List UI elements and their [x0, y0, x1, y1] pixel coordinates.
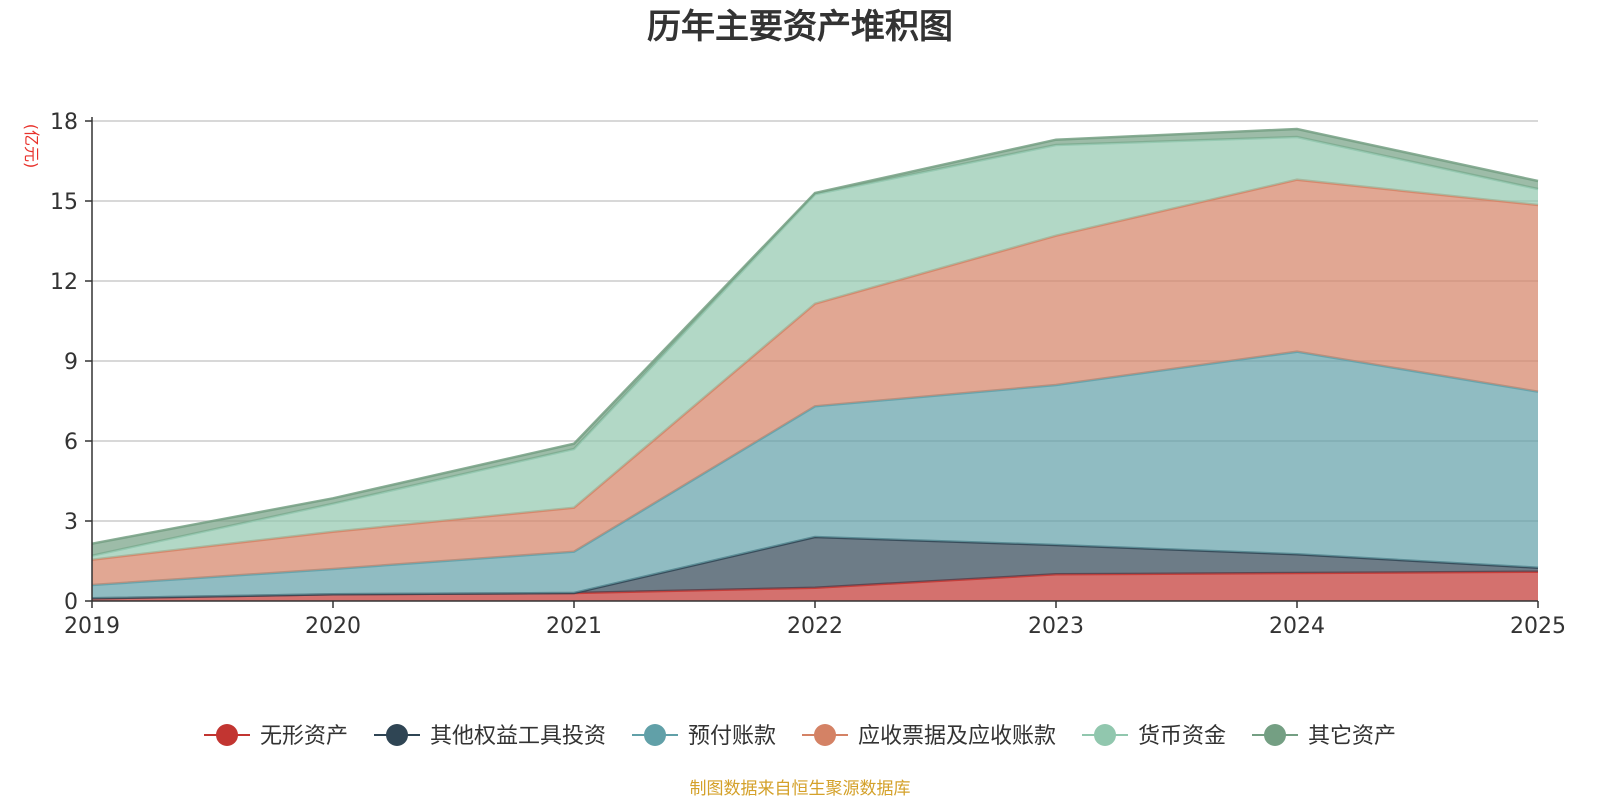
legend-item[interactable]: 预付账款: [632, 724, 776, 749]
legend-item[interactable]: 无形资产: [204, 724, 348, 749]
y-tick-label: 3: [64, 510, 78, 535]
x-tick-label: 2025: [1510, 614, 1566, 639]
y-tick-label: 18: [50, 110, 78, 135]
legend-circle-marker: [1264, 724, 1286, 746]
x-tick-label: 2022: [787, 614, 843, 639]
y-tick-label: 6: [64, 430, 78, 455]
area-5: [92, 137, 1538, 560]
legend-item[interactable]: 货币资金: [1082, 724, 1226, 749]
area-edge-6: [91, 127, 1539, 545]
legend-circle-marker: [814, 724, 836, 746]
data-source-note: 制图数据来自恒生聚源数据库: [690, 779, 911, 799]
x-tick-label: 2023: [1028, 614, 1084, 639]
legend-circle-marker: [216, 724, 238, 746]
area-series: [91, 127, 1539, 601]
legend-item[interactable]: 应收票据及应收账款: [802, 724, 1056, 749]
legend-circle-marker: [386, 724, 408, 746]
y-tick-label: 9: [64, 350, 78, 375]
legend-item[interactable]: 其他权益工具投资: [374, 724, 606, 749]
x-tick-label: 2024: [1269, 614, 1325, 639]
area-2: [92, 537, 1538, 599]
legend-circle-marker: [1094, 724, 1116, 746]
y-axis-ticks: 0 3 6 9 12 15 18: [50, 110, 92, 615]
y-tick-label: 0: [64, 590, 78, 615]
x-tick-label: 2021: [546, 614, 602, 639]
legend-label: 其他权益工具投资: [430, 724, 606, 749]
y-tick-label: 15: [50, 190, 78, 215]
legend-label: 货币资金: [1138, 724, 1226, 749]
legend-circle-marker: [644, 724, 666, 746]
legend-item[interactable]: 其它资产: [1252, 724, 1396, 749]
x-tick-label: 2020: [305, 614, 361, 639]
legend-label: 预付账款: [688, 724, 776, 749]
legend-label: 应收票据及应收账款: [858, 724, 1056, 749]
x-tick-label: 2019: [64, 614, 120, 639]
legend-label: 其它资产: [1308, 724, 1396, 749]
legend: 无形资产 其他权益工具投资 预付账款 应收票据及应收账款 货币资金 其它资产: [204, 724, 1396, 749]
y-axis-unit-label: (亿元): [22, 124, 41, 169]
legend-label: 无形资产: [260, 724, 348, 749]
area-3: [92, 351, 1538, 599]
x-axis-ticks: 2019 2020 2021 2022 2023 2024 2025: [64, 601, 1566, 639]
area-4: [92, 179, 1538, 585]
y-tick-label: 12: [50, 270, 78, 295]
chart-title: 历年主要资产堆积图: [647, 7, 953, 47]
